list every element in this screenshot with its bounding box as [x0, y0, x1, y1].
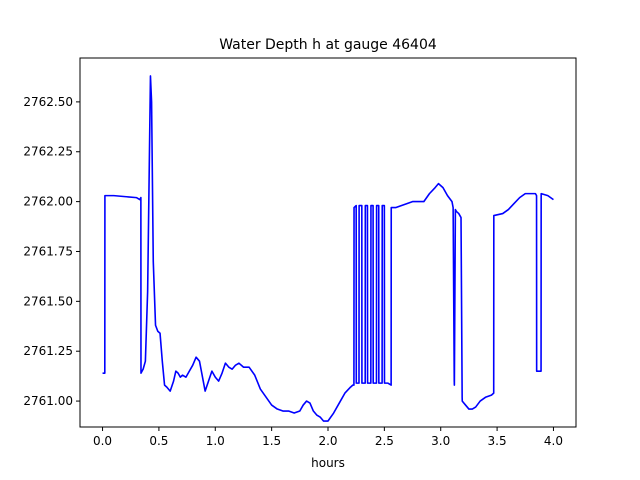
y-tick-label: 2762.00 [23, 195, 73, 209]
y-tick-label: 2762.25 [23, 145, 73, 159]
x-tick-label: 0.5 [149, 434, 168, 448]
y-tick-label: 2761.75 [23, 244, 73, 258]
y-tick-label: 2761.00 [23, 394, 73, 408]
x-tick-label: 2.0 [318, 434, 337, 448]
x-tick-label: 0.0 [93, 434, 112, 448]
x-axis: 0.0 0.5 1.0 1.5 2.0 2.5 3.0 3.5 4.0 [93, 427, 563, 448]
plot-area [102, 75, 554, 422]
x-tick-label: 4.0 [544, 434, 563, 448]
x-tick-label: 3.0 [431, 434, 450, 448]
chart-title: Water Depth h at gauge 46404 [219, 37, 437, 53]
series-line-0 [102, 75, 554, 422]
y-tick-label: 2761.25 [23, 344, 73, 358]
x-tick-label: 2.5 [375, 434, 394, 448]
y-axis: 2761.00 2761.25 2761.50 2761.75 2762.00 2762.… [23, 95, 80, 408]
x-tick-label: 1.0 [206, 434, 225, 448]
x-tick-label: 1.5 [262, 434, 281, 448]
x-tick-label: 3.5 [488, 434, 507, 448]
axes-frame [79, 57, 577, 428]
y-tick-label: 2761.50 [23, 294, 73, 308]
x-axis-label: hours [311, 456, 345, 470]
y-tick-label: 2762.50 [23, 95, 73, 109]
